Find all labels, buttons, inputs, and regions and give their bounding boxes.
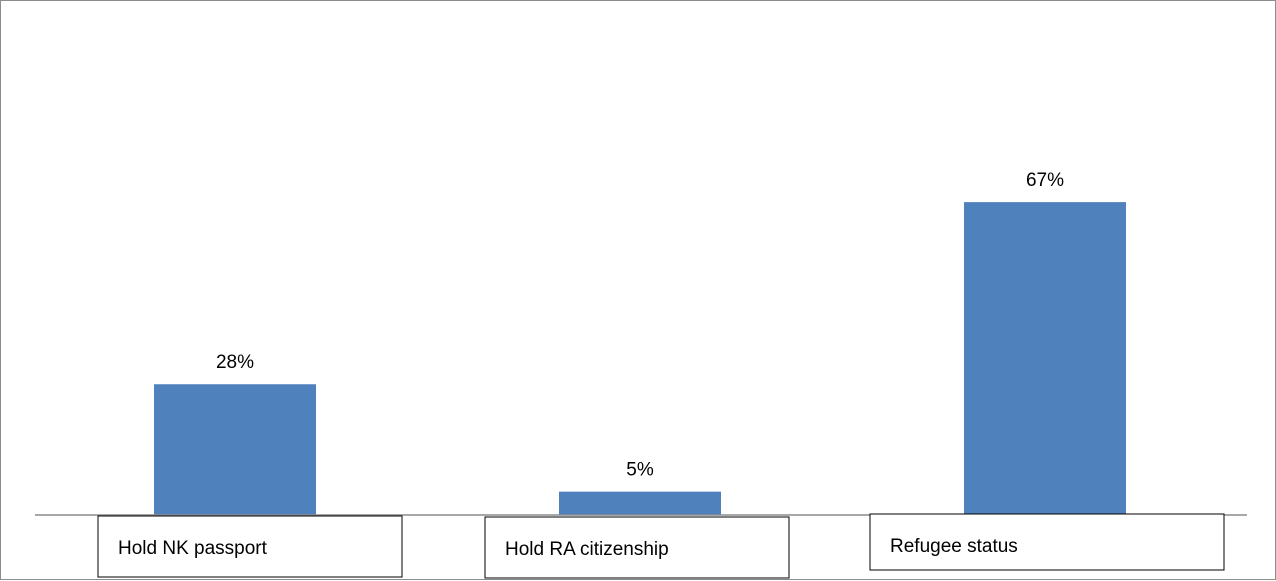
category-box-3 [869, 513, 1225, 571]
bars-group [154, 202, 1126, 516]
bar-1 [154, 384, 316, 515]
category-box-1 [97, 515, 403, 578]
category-box-2 [484, 516, 790, 579]
bar-3 [964, 202, 1126, 516]
value-labels-group: 28% 5% 67% [216, 170, 1064, 481]
category-label-boxes: Hold NK passport Hold RA citizenship Refug… [97, 513, 1225, 579]
category-label-2: Hold RA citizenship [505, 539, 669, 560]
bar-2 [559, 491, 721, 515]
category-label-1: Hold NK passport [118, 538, 268, 559]
data-label-2: 5% [626, 460, 654, 481]
data-label-3: 67% [1026, 170, 1064, 191]
category-label-3: Refugee status [890, 536, 1018, 557]
data-label-1: 28% [216, 352, 254, 373]
